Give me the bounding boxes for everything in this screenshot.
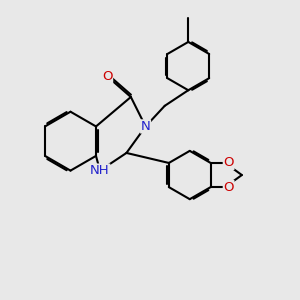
Text: O: O <box>224 157 234 169</box>
Text: NH: NH <box>90 164 110 177</box>
Text: N: N <box>141 120 151 133</box>
Text: O: O <box>102 70 112 83</box>
Text: O: O <box>224 181 234 194</box>
